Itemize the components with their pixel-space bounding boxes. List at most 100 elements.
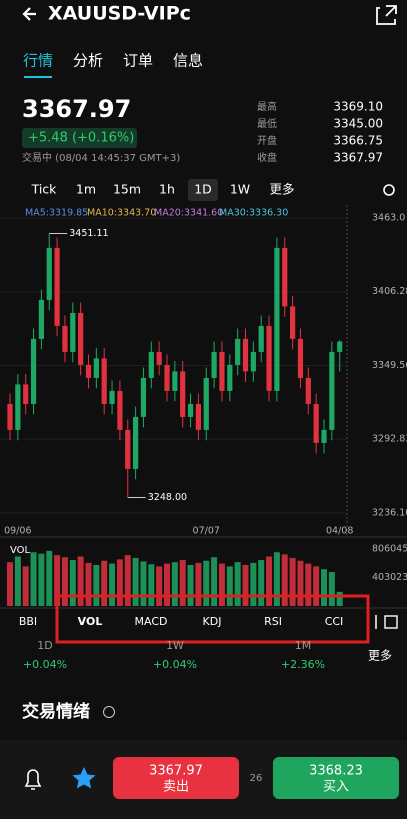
indicator-tab[interactable]: MACD [135,615,168,628]
indicator-tab[interactable]: RSI [264,615,282,628]
sell-button[interactable] [113,757,239,799]
x-tick-label: 09/06 [4,526,31,537]
candle-body [282,247,288,307]
info-icon[interactable] [103,706,115,718]
candle-body [242,338,249,372]
back-button[interactable] [22,7,36,21]
candle-body [133,416,139,469]
volume-bar [132,557,139,606]
indicator-tab[interactable]: VOL [78,615,103,628]
volume-tick-label: 403023 [372,572,407,583]
period-change: +2.36% [281,658,325,671]
alert-button[interactable] [24,769,42,790]
sentiment-title: 交易情绪 [22,701,90,722]
volume-bar [22,566,29,606]
period-label: 1M [295,639,312,652]
candle-body [125,429,131,469]
ma-label: MA20:3341.60 [154,208,223,219]
timeframe-selected [188,179,218,201]
tab[interactable]: 分析 [73,52,103,70]
candle-body [305,377,311,404]
volume-bar [250,562,257,606]
candle-body [148,351,154,378]
more-button[interactable]: 更多 [368,649,392,663]
candle-body [62,325,68,352]
volume-bar [116,559,123,606]
candle-body [54,247,60,326]
settings-button[interactable] [383,184,395,196]
ma-label: MA5:3319.85 [25,208,88,219]
volume-bar [336,591,343,606]
candle-body [78,312,84,365]
candle-body [321,429,327,443]
volume-bar [328,572,335,606]
spread: 26 [250,773,263,784]
candle-body [337,341,343,352]
candle-body [70,312,76,352]
candle-body [227,364,233,391]
candle-body [38,299,44,339]
candle-body [203,377,209,430]
candle-body [297,338,304,378]
volume-bar [179,560,186,606]
volume-bar [211,557,218,606]
volume-bar [297,560,304,606]
volume-bar [38,553,45,606]
volume-bar [273,552,280,606]
stat-label: 最高 [257,100,277,113]
timeframe[interactable]: 1D [194,182,212,197]
period-label: 1D [37,639,52,652]
fullscreen-button[interactable] [384,615,398,629]
indicator-tab[interactable]: BBI [19,615,37,628]
y-tick-label: 3349.56 [372,360,407,371]
candle-body [235,338,241,365]
volume-bar [77,556,84,606]
tab[interactable]: 行情 [23,52,53,70]
candle-body [85,364,92,378]
stat-label: 收盘 [257,151,277,164]
share-button[interactable] [376,5,397,25]
stat-value: 3367.97 [333,151,383,165]
period-change: +0.04% [23,658,67,671]
favorite-button[interactable] [72,767,96,789]
volume-bar [61,557,68,606]
title: XAUUSD-VIPc [48,3,191,25]
timeframe[interactable]: Tick [31,182,58,197]
volume-bar [195,562,202,606]
ma-label: MA10:3343.70 [87,208,156,219]
volume-bar [305,563,312,606]
volume-bar [313,566,320,606]
indicator-tab[interactable]: CCI [325,615,344,628]
buy-button[interactable] [273,757,399,799]
volume-bar [321,569,327,606]
y-tick-label: 3292.83 [372,434,407,445]
volume-label: VOL [10,545,31,556]
volume-tick-label: 806045 [372,544,407,555]
volume-bar [54,555,61,606]
timeframe[interactable]: 15m [113,182,141,197]
tab[interactable]: 订单 [123,52,153,70]
stat-label: 最低 [257,117,277,130]
candle-body [23,384,29,404]
candle-body [250,351,256,372]
x-tick-label: 04/08 [326,526,353,537]
candle-body [164,364,170,391]
tab[interactable]: 信息 [173,52,203,70]
candle-body [290,306,296,339]
highlight-box [55,594,370,644]
timeframe[interactable]: 更多 [269,182,294,197]
candle-body [172,371,178,391]
volume-bar [171,562,178,606]
volume-bar [69,560,76,606]
candle-body [117,390,123,430]
volume-bar [226,566,233,606]
buy-price: 3368.23 [309,764,363,779]
indicator-tab[interactable]: KDJ [203,615,222,628]
volume-bar [7,562,13,606]
volume-bar [46,550,53,606]
change: +5.48 (+0.16%) [28,131,134,146]
timeframe[interactable]: 1W [230,182,250,197]
timeframe[interactable]: 1m [76,182,96,197]
status: 交易中 (08/04 14:45:37 GMT+3) [22,151,180,164]
timeframe[interactable]: 1h [159,182,175,197]
